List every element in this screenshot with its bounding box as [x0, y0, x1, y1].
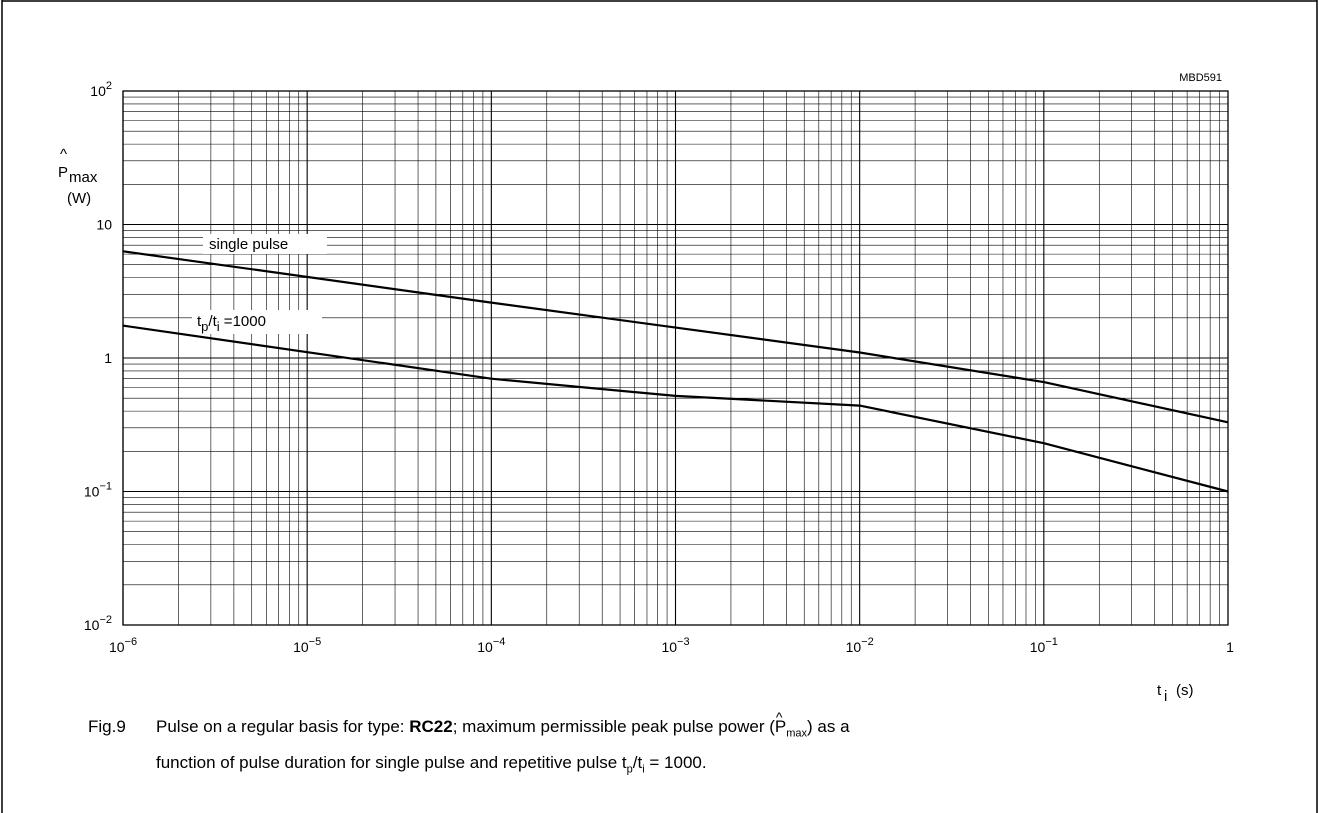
series-label-text: single pulse: [209, 236, 288, 253]
y-tick-label: 1: [104, 350, 112, 366]
x-tick-label: 10−2: [846, 636, 874, 655]
svg-text:P: P: [58, 164, 68, 181]
series-line-2: [122, 324, 1229, 493]
plot-frame: [122, 90, 1229, 626]
svg-text:(s): (s): [1176, 682, 1194, 699]
svg-text:t: t: [1157, 682, 1162, 699]
caption-line-2: function of pulse duration for single pu…: [156, 753, 707, 776]
series-label-text: tp/ti =1000: [197, 313, 266, 334]
tick-labels: 10−6 10−5 10−4 10−3 10−2 10−1 1 10−2 10−1 1 10 102: [84, 80, 1234, 655]
x-tick-label: 10−1: [1030, 636, 1058, 655]
x-tick-label: 10−5: [293, 636, 321, 655]
x-tick-label: 10−4: [477, 636, 505, 655]
svg-text:i: i: [1164, 688, 1167, 705]
svg-text:max: max: [69, 169, 98, 186]
series-label-tp-ti: tp/ti =1000: [192, 310, 322, 334]
chart-grid: [122, 90, 1229, 626]
x-tick-label: 10−6: [109, 636, 137, 655]
y-tick-label: 10−2: [84, 614, 112, 633]
y-tick-label: 10−1: [84, 481, 112, 500]
svg-text:^: ^: [60, 146, 67, 163]
svg-text:(W): (W): [67, 190, 91, 207]
caption-line-1: Pulse on a regular basis for type: RC22;…: [156, 709, 850, 740]
figure-code: MBD591: [1179, 72, 1222, 84]
figure-number: Fig.9: [88, 717, 126, 736]
x-tick-label: 10−3: [661, 636, 689, 655]
y-tick-label: 102: [90, 80, 112, 99]
x-axis-label: t i (s): [1157, 682, 1194, 705]
series-label-single-pulse: single pulse: [203, 234, 327, 254]
figure-caption: Fig.9 Pulse on a regular basis for type:…: [88, 709, 1288, 785]
series-line-1: [122, 250, 1229, 424]
y-axis-label: ^ P max (W): [58, 146, 98, 207]
x-tick-label: 1: [1226, 639, 1234, 655]
series-layer: single pulse tp/ti =1000: [122, 234, 1229, 493]
y-tick-label: 10: [96, 217, 112, 233]
